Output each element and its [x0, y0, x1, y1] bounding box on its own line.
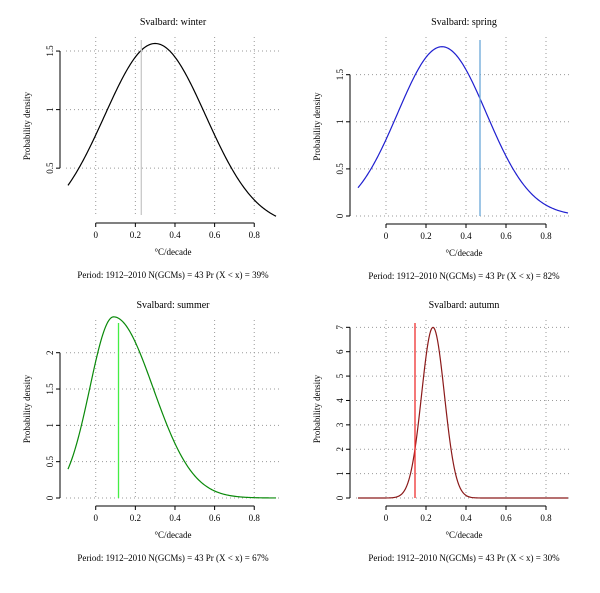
x-tick-label: 0 [93, 513, 98, 523]
panel-1: Svalbard: winter 0.5 1 1.5 Probability densi… [22, 17, 280, 280]
y-tick-label: 1 [335, 120, 345, 125]
x-tick-label: 0.4 [169, 513, 181, 523]
chart-title: Svalbard: autumn [429, 300, 500, 311]
y-axis: 0 0.5 1 1.5 2 Probability density [22, 350, 61, 500]
y-tick-label: 1 [335, 471, 345, 476]
x-tick-label: 0.2 [420, 513, 431, 523]
x-axis: 0 0.2 0.4 0.6 0.8 °C/decade [384, 505, 552, 540]
y-tick-label: 2 [335, 447, 345, 452]
period-caption: Period: 1912–2010 N(GCMs) = 43 Pr (X < x… [77, 270, 269, 280]
panel-3: Svalbard: summer 0 0.5 1 1.5 2 Probability den… [22, 300, 280, 563]
y-tick-label: 0 [335, 213, 345, 218]
y-tick-label: 3 [335, 422, 345, 427]
x-tick-label: 0.4 [460, 513, 472, 523]
density-curve [357, 46, 569, 214]
y-tick-label: 1.5 [45, 45, 55, 57]
y-axis: 0.5 1 1.5 Probability density [22, 45, 61, 174]
x-axis: 0 0.2 0.4 0.6 0.8 °C/decade [93, 222, 261, 257]
x-tick-label: 0.4 [169, 230, 181, 240]
period-caption: Period: 1912–2010 N(GCMs) = 43 Pr (X < x… [77, 553, 269, 563]
chart-title: Svalbard: summer [136, 300, 210, 311]
x-tick-label: 0 [93, 230, 98, 240]
chart-title: Svalbard: winter [140, 17, 207, 28]
x-tick-label: 0.8 [540, 231, 552, 241]
y-tick-label: 1.5 [335, 69, 345, 81]
period-caption: Period: 1912–2010 N(GCMs) = 43 Pr (X < x… [368, 553, 560, 563]
x-tick-label: 0.6 [209, 230, 221, 240]
period-caption: Period: 1912–2010 N(GCMs) = 43 Pr (X < x… [368, 271, 560, 281]
x-axis-label: °C/decade [445, 248, 482, 258]
density-curve [358, 326, 568, 499]
y-tick-label: 0.5 [45, 456, 55, 468]
y-tick-label: 7 [335, 325, 345, 330]
x-tick-label: 0.2 [130, 230, 141, 240]
y-tick-label: 1.5 [45, 383, 55, 395]
x-tick-label: 0.2 [130, 513, 141, 523]
x-tick-label: 0 [384, 231, 389, 241]
x-axis: 0 0.2 0.4 0.6 0.8 °C/decade [93, 505, 261, 540]
y-tick-label: 0.5 [45, 162, 55, 174]
x-tick-label: 0.6 [209, 513, 221, 523]
y-tick-label: 4 [335, 398, 345, 403]
x-tick-label: 0.8 [249, 513, 261, 523]
y-axis: 0 0.5 1 1.5 Probability density [312, 69, 351, 218]
y-axis-label: Probability density [312, 92, 322, 161]
y-tick-label: 1 [45, 423, 55, 428]
x-tick-label: 0.6 [500, 231, 512, 241]
x-tick-label: 0.6 [500, 513, 512, 523]
x-tick-label: 0.8 [249, 230, 261, 240]
y-tick-label: 1 [45, 107, 55, 112]
x-tick-label: 0 [384, 513, 389, 523]
chart-title: Svalbard: spring [431, 17, 497, 28]
y-tick-label: 5 [335, 373, 345, 378]
x-axis-label: °C/decade [445, 530, 482, 540]
y-tick-label: 0 [335, 495, 345, 500]
density-curve [67, 42, 277, 217]
y-axis-label: Probability density [312, 374, 322, 443]
x-tick-label: 0.2 [420, 231, 431, 241]
x-axis-label: °C/decade [154, 247, 191, 257]
y-tick-label: 0 [45, 495, 55, 500]
y-tick-label: 6 [335, 349, 345, 354]
y-axis-label: Probability density [22, 91, 32, 160]
y-axis: 0 1 2 3 4 5 6 7 Probability density [312, 325, 351, 500]
panel-4: Svalbard: autumn 0 1 2 3 4 5 6 7 Probability dens… [312, 300, 572, 563]
y-tick-label: 2 [45, 350, 55, 355]
density-curve [67, 316, 277, 499]
y-tick-label: 0.5 [335, 163, 345, 175]
x-tick-label: 0.8 [540, 513, 552, 523]
x-tick-label: 0.4 [460, 231, 472, 241]
x-axis: 0 0.2 0.4 0.6 0.8 °C/decade [384, 223, 552, 258]
y-axis-label: Probability density [22, 374, 32, 443]
panel-2: Svalbard: spring 0 0.5 1 1.5 Probability dens… [312, 17, 572, 281]
x-axis-label: °C/decade [154, 530, 191, 540]
